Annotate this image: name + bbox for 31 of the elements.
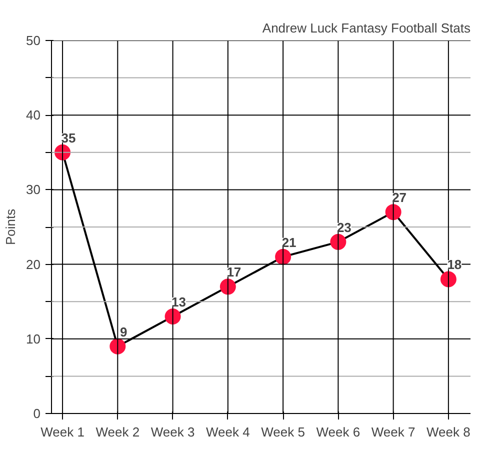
x-tick-label: Week 7 [371, 424, 416, 440]
point [164, 308, 181, 325]
point [275, 248, 292, 265]
data-label: 21 [282, 234, 296, 250]
data-label: 9 [120, 324, 128, 340]
x-tick-label: Week 2 [96, 424, 140, 440]
data-label: 17 [226, 264, 242, 280]
x-tick-label: Week 8 [426, 424, 470, 440]
y-tick-label: 20 [26, 256, 41, 272]
chart-title: Andrew Luck Fantasy Football Stats [262, 20, 471, 36]
x-tick-label: Week 1 [40, 424, 84, 440]
data-label: 35 [61, 130, 76, 146]
point [220, 278, 236, 295]
y-tick-label: 50 [26, 33, 41, 48]
data-label: 23 [336, 220, 352, 235]
y-tick-label: 10 [26, 331, 41, 346]
x-tick-label: Week 5 [261, 424, 305, 440]
point [385, 204, 402, 220]
x-tick-label: Week 4 [206, 424, 250, 440]
point [330, 234, 346, 250]
point [440, 271, 456, 288]
x-tick-label: Week 3 [150, 424, 195, 440]
y-tick-label: 0 [33, 406, 41, 421]
y-tick-label: 40 [26, 108, 41, 123]
y-tick-label: 30 [26, 182, 41, 198]
data-label: 27 [392, 190, 407, 206]
data-label: 18 [447, 257, 462, 272]
point [110, 338, 126, 354]
y-axis-title: Points [3, 208, 18, 246]
data-label: 13 [172, 294, 186, 310]
x-tick-label: Week 6 [316, 424, 360, 440]
